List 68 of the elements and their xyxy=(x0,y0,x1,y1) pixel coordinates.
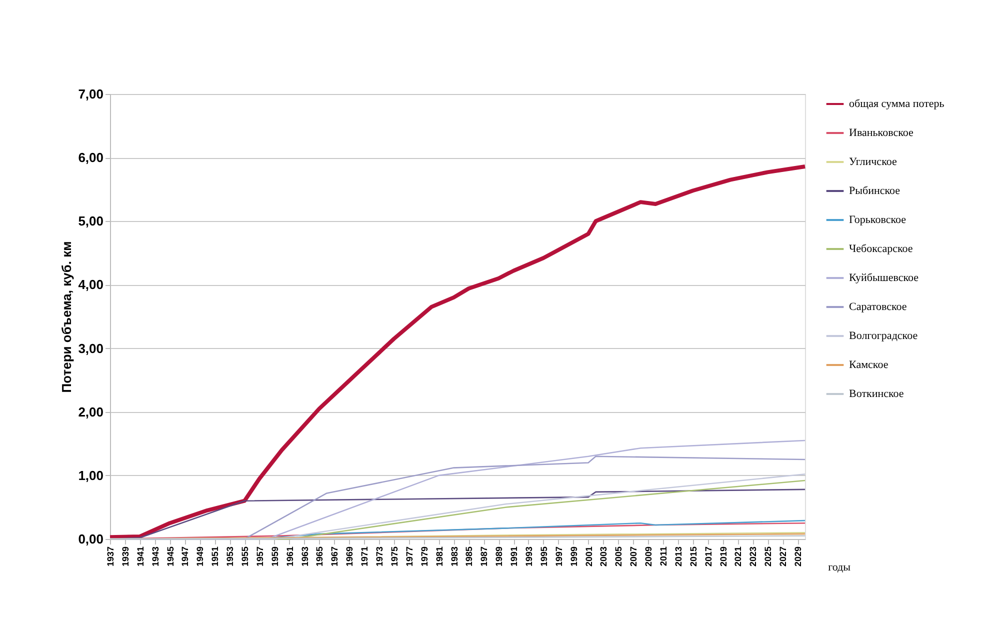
x-tick-label: 1967 xyxy=(330,546,340,567)
x-tick-label: 2023 xyxy=(748,546,758,567)
x-tick-label: 1961 xyxy=(284,546,295,567)
x-tick-label: 1947 xyxy=(180,546,190,567)
x-tick-label: 2003 xyxy=(598,546,609,567)
y-tick-label: 7,00 xyxy=(78,86,104,102)
x-tick-label: 1975 xyxy=(389,546,400,567)
x-tick-label: 2015 xyxy=(688,546,698,567)
x-tick-label: 1955 xyxy=(240,546,250,567)
x-tick-label: 1951 xyxy=(210,546,220,567)
x-tick-label: 1959 xyxy=(270,546,280,567)
x-tick-label: 1939 xyxy=(120,546,130,567)
y-axis-title: Потери объема, куб. км xyxy=(59,241,74,393)
x-tick-label: 1983 xyxy=(449,546,460,567)
y-tick-label: 0,00 xyxy=(78,532,104,546)
x-tick-label: 1993 xyxy=(524,546,534,567)
x-tick-label: 2005 xyxy=(614,546,624,567)
legend-label: Рыбинское xyxy=(849,185,900,197)
x-tick-label: 1965 xyxy=(314,546,325,567)
x-tick-label: 2001 xyxy=(584,546,594,567)
x-tick-label: 1977 xyxy=(404,546,414,567)
x-tick-label: 1979 xyxy=(419,546,430,567)
x-tick-label: 1987 xyxy=(479,546,490,567)
legend-label: Саратовское xyxy=(849,301,907,313)
x-tick-label: 1957 xyxy=(254,546,265,567)
legend-label: Угличское xyxy=(849,156,897,168)
x-tick-label: 2029 xyxy=(793,546,804,567)
x-tick-label: 1971 xyxy=(360,546,370,567)
legend-label: Воткинское xyxy=(849,388,904,400)
x-tick-label: 2027 xyxy=(778,546,788,567)
legend-label: Волгоградское xyxy=(849,330,918,342)
y-tick-label: 3,00 xyxy=(78,340,104,356)
x-tick-label: 2013 xyxy=(673,546,684,567)
x-tick-label: 1969 xyxy=(344,546,355,567)
x-tick-label: 2021 xyxy=(733,546,744,567)
x-tick-label: 1949 xyxy=(195,546,206,567)
legend-label: Иваньковское xyxy=(849,127,914,139)
x-tick-label: 1941 xyxy=(135,546,146,567)
x-tick-label: 1999 xyxy=(568,546,579,567)
legend-label: Чебоксарское xyxy=(849,243,913,255)
x-tick-label: 1937 xyxy=(106,546,116,567)
x-tick-label: 1945 xyxy=(165,546,176,567)
x-tick-label: 2019 xyxy=(718,546,728,567)
legend-label: Горьковское xyxy=(849,214,906,226)
y-tick-label: 5,00 xyxy=(78,214,104,229)
y-tick-label: 1,00 xyxy=(78,468,104,483)
x-tick-label: 1989 xyxy=(494,546,504,567)
y-tick-label: 2,00 xyxy=(78,404,104,420)
legend-label: Камское xyxy=(849,359,888,371)
x-tick-label: 1963 xyxy=(300,546,310,567)
legend-label: Куйбышевское xyxy=(849,272,919,284)
x-tick-label: 2017 xyxy=(703,546,714,567)
x-tick-label: 2009 xyxy=(644,546,654,567)
x-tick-label: 2011 xyxy=(658,546,669,566)
x-tick-label: 2007 xyxy=(628,546,639,567)
x-tick-label: 1995 xyxy=(538,546,549,567)
x-tick-label: 1943 xyxy=(150,546,160,567)
x-tick-label: 1981 xyxy=(434,546,444,567)
x-tick-label: 1953 xyxy=(225,546,236,567)
y-tick-label: 4,00 xyxy=(78,277,104,292)
x-tick-label: 1991 xyxy=(509,546,520,567)
x-tick-label: 2025 xyxy=(763,546,774,567)
legend-label: общая сумма потерь xyxy=(849,98,944,110)
x-tick-label: 1997 xyxy=(554,546,564,567)
x-tick-label: 1973 xyxy=(374,546,385,567)
x-axis-title: годы xyxy=(828,562,852,574)
x-tick-label: 1985 xyxy=(464,546,474,567)
y-tick-label: 6,00 xyxy=(78,150,104,166)
